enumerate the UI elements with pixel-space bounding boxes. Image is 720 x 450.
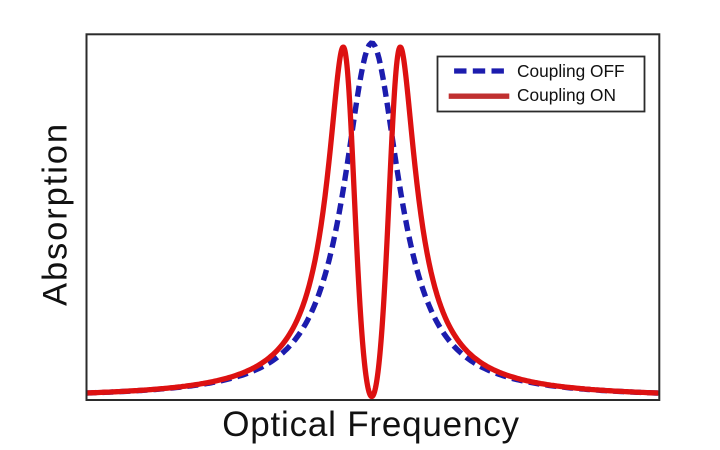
svg-text:Coupling ON: Coupling ON xyxy=(517,85,616,105)
svg-text:Coupling OFF: Coupling OFF xyxy=(517,61,625,81)
